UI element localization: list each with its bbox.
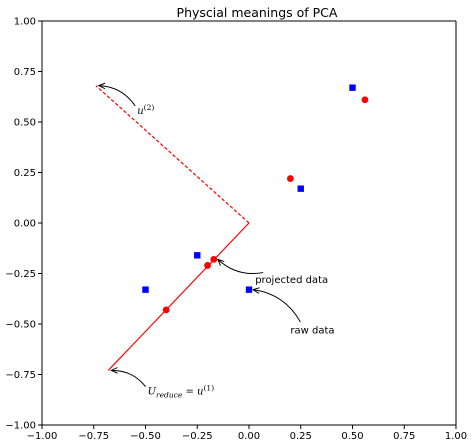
- raw-data-point: [194, 252, 201, 259]
- y-tick-label: −0.50: [5, 320, 36, 331]
- projected-data-point: [204, 262, 212, 269]
- annotations: projected data raw data u(2) Ureduce = u(1): [99, 86, 335, 400]
- y-tick-label: 0.00: [14, 219, 36, 230]
- chart-title: Physcial meanings of PCA: [177, 5, 338, 20]
- y-tick-label: −0.25: [5, 269, 36, 280]
- u-reduce-arrow: [111, 370, 146, 387]
- x-tick-label: 1.00: [445, 431, 467, 442]
- u2-label: u(2): [137, 103, 154, 117]
- raw-data-point: [245, 286, 253, 293]
- projected-data-point: [361, 96, 369, 104]
- y-tick-label: 1.00: [14, 17, 36, 28]
- second-component-line: [95, 85, 250, 224]
- data-points: [142, 84, 369, 314]
- x-tick-label: −0.50: [130, 431, 161, 442]
- raw-data-point: [297, 185, 304, 192]
- y-tick-label: 0.50: [14, 118, 36, 129]
- x-tick-label: 0.00: [238, 431, 260, 442]
- x-tick-label: 0.75: [393, 431, 415, 442]
- component-lines: [95, 85, 250, 371]
- raw-data-arrow: [253, 290, 301, 323]
- axes: −1.00 −0.75 −0.50 −0.25 0.00 0.25 0.50 0.75 1.00…: [5, 17, 467, 443]
- y-tick-label: 0.75: [14, 67, 36, 78]
- x-tick-label: −0.75: [78, 431, 109, 442]
- projected-data-point: [162, 306, 170, 314]
- projected-data-arrow: [218, 259, 264, 275]
- x-tick-label: 0.50: [341, 431, 363, 442]
- x-tick-label: 0.25: [290, 431, 312, 442]
- projected-data-point: [287, 175, 294, 182]
- x-tick-label: −1.00: [27, 431, 58, 442]
- first-component-line: [107, 222, 250, 371]
- x-tick-label: −0.25: [182, 431, 213, 442]
- raw-data-label: raw data: [290, 326, 334, 337]
- raw-data-point: [349, 84, 356, 91]
- y-tick-label: −0.75: [5, 370, 36, 381]
- projected-data-point: [210, 255, 218, 263]
- y-tick-label: −1.00: [5, 421, 36, 432]
- u-reduce-label: Ureduce = u(1): [148, 384, 215, 400]
- y-tick-label: 0.25: [14, 168, 36, 179]
- u2-arrow: [99, 86, 136, 107]
- raw-data-point: [142, 286, 149, 293]
- projected-data-label: projected data: [255, 275, 328, 286]
